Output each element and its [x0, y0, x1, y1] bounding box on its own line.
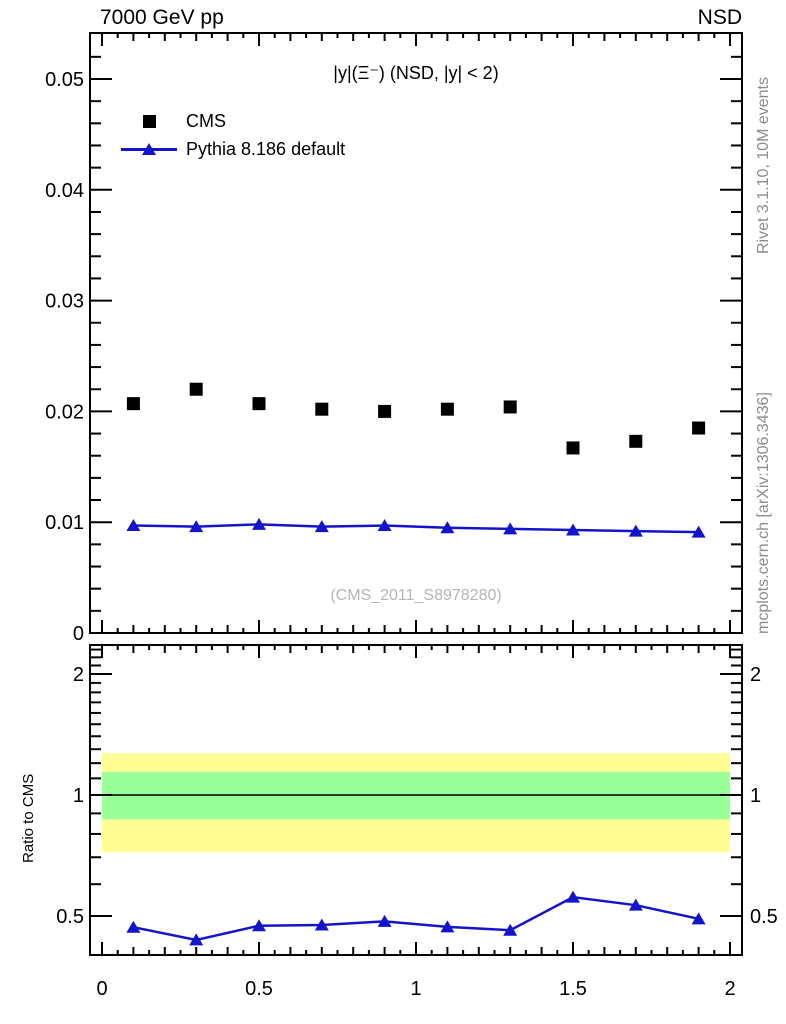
cms-square-marker-icon	[118, 114, 180, 128]
mcplots-arxiv-note: mcplots.cern.ch [arXiv:1306.3436]	[755, 392, 772, 634]
svg-text:1: 1	[410, 978, 421, 1000]
rivet-version-note: Rivet 3.1.10, 10M events	[755, 77, 772, 254]
svg-text:0.5: 0.5	[245, 978, 273, 1000]
ratio-axis-title: Ratio to CMS	[20, 773, 37, 863]
svg-text:1: 1	[73, 785, 84, 807]
plot-title: |y|(Ξ⁻) (NSD, |y| < 2)	[333, 63, 499, 83]
svg-text:0.04: 0.04	[45, 180, 84, 202]
ratio-pythia-curve	[126, 890, 706, 946]
legend-entry-pythia: Pythia 8.186 default	[118, 135, 345, 163]
legend-entry-cms: CMS	[118, 107, 345, 135]
svg-text:2: 2	[750, 664, 761, 686]
pythia-line-triangle-marker-icon	[118, 142, 180, 156]
svg-text:0: 0	[73, 623, 84, 645]
ratio-uncertainty-bands	[102, 753, 730, 853]
svg-text:0.5: 0.5	[56, 906, 84, 928]
beam-energy-label: 7000 GeV pp	[100, 6, 224, 29]
axis-ticks	[90, 33, 742, 955]
legend-label-pythia: Pythia 8.186 default	[186, 138, 346, 159]
svg-text:0.01: 0.01	[45, 512, 84, 534]
svg-text:2: 2	[73, 664, 84, 686]
svg-text:0: 0	[96, 978, 107, 1000]
svg-text:1: 1	[750, 785, 761, 807]
svg-text:2: 2	[724, 978, 735, 1000]
main-y-tick-labels: 0 0.01 0.02 0.03 0.04 0.05	[45, 69, 84, 645]
svg-text:0.03: 0.03	[45, 291, 84, 313]
analysis-watermark: (CMS_2011_S8978280)	[330, 587, 502, 604]
legend: CMS Pythia 8.186 default	[118, 107, 345, 163]
event-class-label: NSD	[697, 6, 742, 29]
svg-text:0.02: 0.02	[45, 401, 84, 423]
ratio-y-tick-labels: 0.5 0.5 1 1 2 2	[56, 664, 778, 928]
svg-text:0.5: 0.5	[750, 906, 778, 928]
legend-label-cms: CMS	[186, 110, 226, 131]
pythia-curve	[126, 517, 706, 538]
svg-text:0.05: 0.05	[45, 69, 84, 91]
svg-text:1.5: 1.5	[559, 978, 587, 1000]
cms-data-points	[126, 382, 706, 455]
x-tick-labels: 0 0.5 1 1.5 2	[96, 978, 735, 1000]
